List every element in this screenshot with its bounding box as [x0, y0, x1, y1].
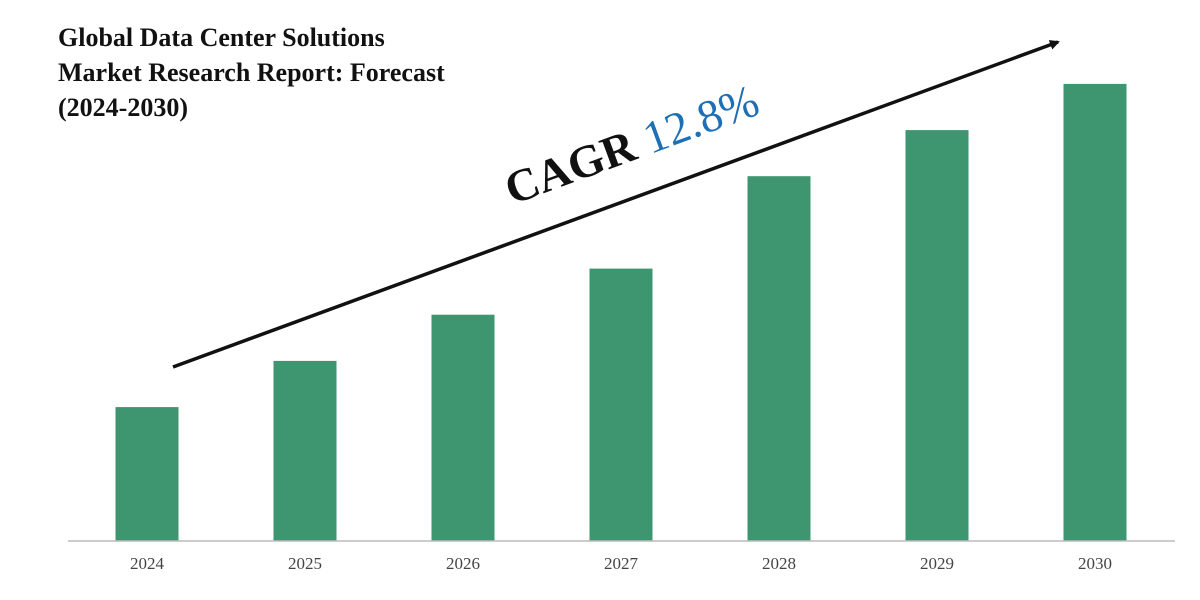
chart-title-line-2: Market Research Report: Forecast — [58, 58, 445, 87]
x-axis-tick-labels: 2024 2025 2026 2027 2028 2029 2030 — [130, 554, 1112, 573]
chart-title-line-1: Global Data Center Solutions — [58, 23, 385, 52]
bar-series — [115, 83, 1127, 542]
bar-2024 — [115, 407, 179, 541]
x-tick-label-2025: 2025 — [288, 554, 322, 573]
x-tick-label-2029: 2029 — [920, 554, 954, 573]
x-tick-label-2030: 2030 — [1078, 554, 1112, 573]
chart-title: Global Data Center Solutions Market Rese… — [58, 20, 518, 125]
x-tick-label-2026: 2026 — [446, 554, 480, 573]
x-tick-label-2024: 2024 — [130, 554, 165, 573]
bar-2028 — [747, 176, 811, 541]
cagr-label: CAGR — [498, 119, 643, 214]
bar-2029 — [905, 130, 969, 541]
cagr-value: 12.8% — [636, 75, 765, 164]
x-tick-label-2028: 2028 — [762, 554, 796, 573]
bar-2026 — [431, 314, 495, 541]
cagr-annotation: CAGR12.8% — [498, 75, 766, 215]
chart-title-line-3: (2024-2030) — [58, 93, 188, 122]
trend-arrow — [172, 40, 1060, 369]
x-tick-label-2027: 2027 — [604, 554, 639, 573]
bar-2027 — [589, 268, 653, 541]
bar-2030 — [1063, 83, 1127, 542]
bar-2025 — [273, 360, 337, 541]
